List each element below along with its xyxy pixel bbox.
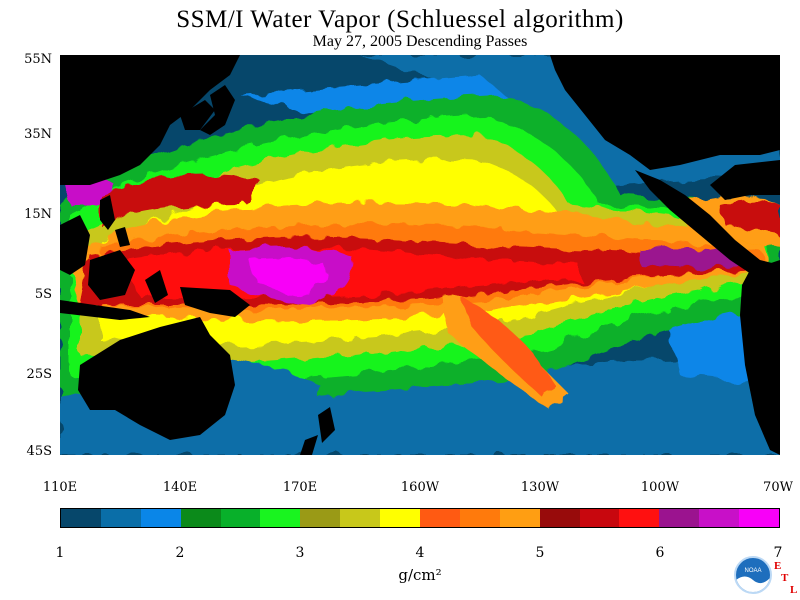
- colorbar-tick-6: 6: [655, 545, 665, 561]
- colorbar-swatch-4: [220, 509, 261, 527]
- colorbar-swatch-11: [499, 509, 540, 527]
- etl-letter-t: T: [781, 572, 789, 584]
- colorbar-swatch-12: [539, 509, 580, 527]
- lat-label-25s: 25S: [26, 367, 52, 382]
- etl-letter-e: E: [774, 560, 782, 572]
- colorbar-tick-7: 7: [773, 545, 783, 561]
- colorbar: [60, 508, 780, 528]
- colorbar-swatch-10: [459, 509, 500, 527]
- map-subtitle: May 27, 2005 Descending Passes: [312, 33, 528, 50]
- water-vapor-field: [60, 55, 780, 455]
- colorbar-tick-3: 3: [295, 545, 305, 561]
- lat-label-35n: 35N: [24, 127, 52, 142]
- colorbar-swatch-14: [619, 509, 660, 527]
- lon-label-140e: 140E: [162, 480, 198, 495]
- colorbar-tick-1: 1: [55, 545, 65, 561]
- colorbar-tick-2: 2: [175, 545, 185, 561]
- lon-label-110e: 110E: [42, 480, 78, 495]
- lon-label-130w: 130W: [520, 480, 560, 495]
- lat-label-55n: 55N: [24, 52, 52, 67]
- colorbar-swatch-17: [739, 509, 780, 527]
- colorbar-swatch-2: [140, 509, 181, 527]
- colorbar-swatch-13: [579, 509, 620, 527]
- lon-label-160w: 160W: [400, 480, 440, 495]
- lon-label-170e: 170E: [282, 480, 318, 495]
- water-vapor-map: [60, 55, 780, 455]
- colorbar-swatch-16: [699, 509, 740, 527]
- map-title: SSM/I Water Vapor (Schluessel algorithm): [176, 6, 624, 33]
- colorbar-tick-4: 4: [415, 545, 425, 561]
- noaa-logo-text: NOAA: [744, 568, 761, 574]
- colorbar-swatch-7: [340, 509, 381, 527]
- lat-label-45s: 45S: [26, 444, 52, 459]
- colorbar-swatch-9: [420, 509, 460, 527]
- colorbar-swatch-6: [300, 509, 341, 527]
- lon-label-70w: 70W: [763, 480, 793, 495]
- lon-label-100w: 100W: [640, 480, 680, 495]
- colorbar-swatch-3: [180, 509, 221, 527]
- noaa-logo-graphic: NOAA: [736, 568, 770, 592]
- colorbar-swatch-1: [100, 509, 141, 527]
- lat-label-15n: 15N: [24, 207, 52, 222]
- colorbar-swatch-5: [260, 509, 301, 527]
- etl-letter-l: L: [790, 584, 798, 596]
- noaa-logo-icon: NOAA: [734, 556, 772, 594]
- colorbar-unit: g/cm²: [398, 566, 442, 584]
- colorbar-tick-5: 5: [535, 545, 545, 561]
- colorbar-swatch-15: [659, 509, 700, 527]
- colorbar-swatch-0: [61, 509, 101, 527]
- lat-label-5s: 5S: [34, 287, 52, 302]
- colorbar-swatch-8: [380, 509, 421, 527]
